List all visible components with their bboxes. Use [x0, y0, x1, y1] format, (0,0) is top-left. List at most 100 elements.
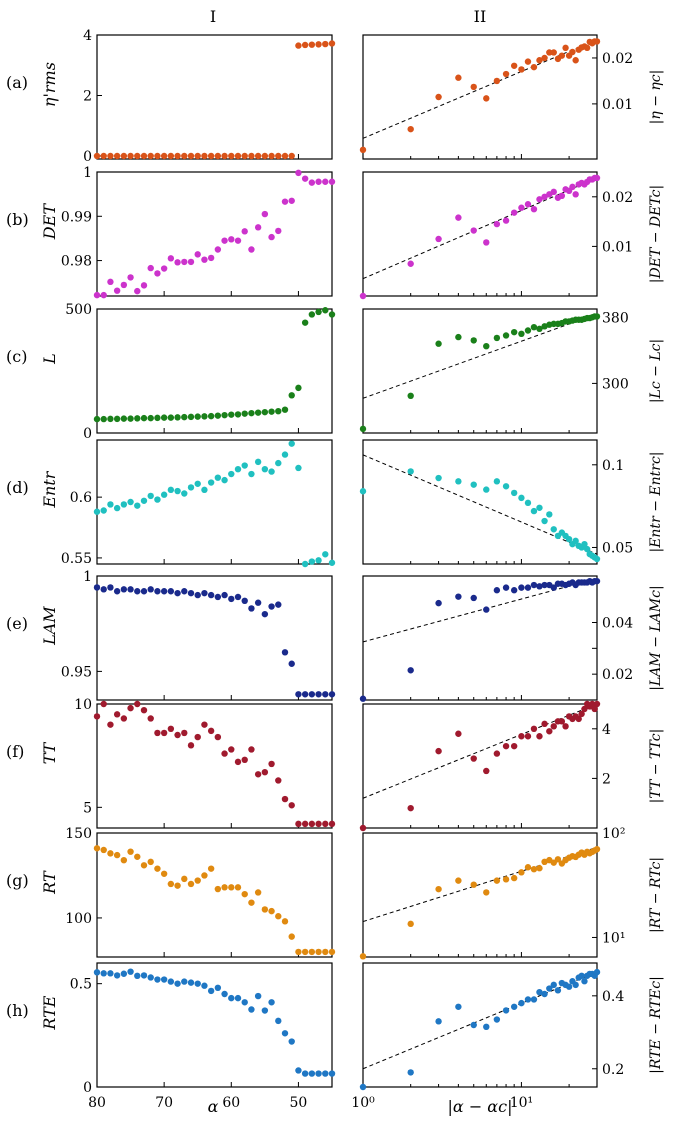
fit-line: [362, 703, 598, 799]
data-point-left: [147, 152, 154, 160]
data-point-left: [107, 152, 114, 160]
data-point-left: [315, 557, 322, 564]
x-tick-label-right: 10⁰: [351, 1095, 375, 1111]
y-tick-label-left: 150: [65, 826, 92, 842]
data-point-left: [241, 999, 248, 1006]
data-point-left: [328, 820, 336, 828]
data-point-left: [228, 595, 235, 603]
data-point-left: [315, 41, 322, 48]
column-label-ii: II: [474, 7, 487, 26]
data-point-right: [483, 606, 490, 613]
data-point-left: [315, 308, 322, 316]
axes-frame-left: [96, 171, 333, 297]
data-point-right: [455, 877, 462, 884]
data-point-right: [524, 201, 532, 208]
data-point-right: [502, 332, 510, 339]
data-point-right: [493, 334, 501, 342]
data-point-left: [221, 990, 228, 998]
data-point-left: [301, 319, 309, 326]
data-point-left: [241, 890, 248, 898]
y-tick-label-left: 0: [83, 1080, 92, 1096]
data-point-left: [301, 820, 309, 828]
data-point-left: [194, 591, 201, 599]
data-point-right: [493, 77, 501, 85]
data-point-left: [228, 152, 235, 160]
y-axis-label-right: |TT − TTc|: [648, 729, 664, 804]
data-point-left: [154, 588, 161, 595]
data-point-right: [407, 1069, 414, 1076]
data-point-left: [275, 227, 282, 235]
y-tick-label-right: 0.4: [602, 989, 624, 1005]
data-point-right: [493, 877, 501, 884]
data-point-right: [455, 214, 462, 221]
data-point-left: [288, 440, 295, 447]
data-point-right: [530, 507, 538, 515]
axes-frame-right: [362, 34, 598, 160]
data-point-right: [470, 755, 477, 762]
data-point-left: [315, 1070, 322, 1077]
y-axis-label-left: RT: [40, 870, 59, 895]
data-point-right: [470, 881, 477, 888]
data-point-left: [295, 384, 302, 392]
data-point-left: [207, 865, 215, 872]
data-point-right: [562, 723, 569, 730]
data-point-right: [493, 750, 501, 757]
panel-e: (e) LAM 0.95 1 0.02 0.04 |LAM − LAMc|: [6, 569, 664, 702]
data-point-right: [583, 44, 591, 52]
data-point-left: [228, 470, 235, 478]
data-point-right: [558, 718, 566, 725]
data-point-right: [546, 49, 553, 56]
data-point-left: [100, 586, 107, 593]
data-point-left: [268, 468, 275, 475]
data-point-right: [524, 996, 532, 1003]
data-point-right: [565, 983, 573, 990]
data-point-left: [113, 851, 121, 859]
data-point-left: [214, 733, 222, 741]
data-point-right: [510, 209, 518, 216]
data-point-left: [174, 259, 181, 266]
data-point-left: [322, 1070, 329, 1077]
data-point-right: [524, 733, 532, 740]
data-point-left: [167, 414, 175, 421]
data-point-left: [328, 1070, 336, 1077]
data-point-right: [550, 723, 557, 730]
data-point-right: [572, 57, 579, 64]
data-point-left: [241, 597, 248, 604]
data-point-right: [541, 193, 548, 200]
axes-frame-left: [96, 575, 333, 701]
data-point-left: [301, 560, 309, 568]
data-point-left: [268, 907, 275, 915]
data-point-left: [254, 409, 262, 416]
data-point-left: [248, 246, 255, 253]
data-point-left: [214, 246, 222, 253]
data-point-right: [510, 62, 518, 69]
data-point-left: [187, 979, 195, 986]
data-point-left: [187, 152, 195, 160]
data-point-left: [241, 228, 248, 235]
data-point-left: [127, 152, 134, 160]
data-point-left: [281, 152, 289, 160]
data-point-right: [407, 920, 414, 928]
data-point-left: [160, 414, 168, 421]
data-point-left: [214, 474, 222, 481]
data-point-right: [524, 58, 532, 65]
data-point-right: [510, 742, 518, 750]
data-point-right: [518, 204, 525, 211]
data-point-left: [261, 465, 269, 473]
data-point-right: [470, 481, 477, 488]
data-point-right: [455, 478, 462, 485]
data-point-right: [510, 489, 518, 497]
data-point-right: [518, 733, 525, 740]
data-point-left: [281, 198, 289, 205]
data-point-left: [154, 976, 161, 983]
data-point-left: [328, 40, 336, 47]
data-point-left: [167, 255, 175, 262]
data-point-left: [288, 197, 295, 204]
data-point-right: [359, 146, 367, 154]
data-point-right: [550, 584, 557, 591]
data-point-right: [536, 325, 543, 333]
data-point-right: [359, 1083, 367, 1091]
y-tick-label-right: 4: [602, 722, 611, 738]
data-point-left: [93, 508, 101, 515]
data-point-right: [550, 188, 557, 196]
